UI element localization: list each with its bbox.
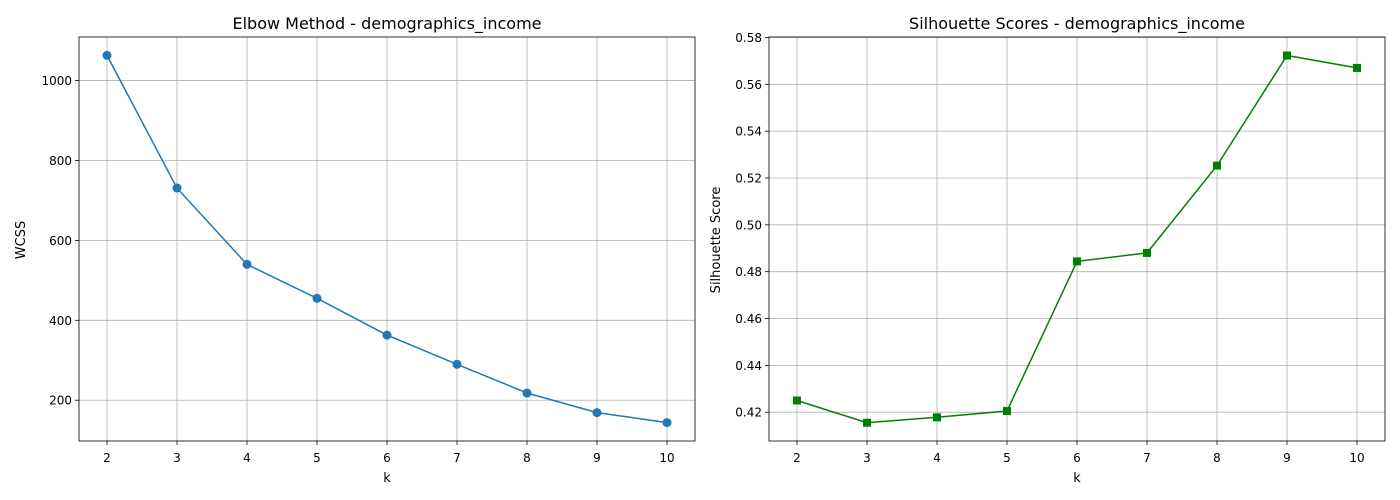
silhouette-data-point (933, 413, 941, 422)
elbow-x-tick-label: 9 (593, 451, 601, 465)
elbow-x-tick-label: 5 (313, 451, 321, 465)
elbow-data-point (592, 408, 602, 418)
silhouette-y-tick-label: 0.44 (735, 359, 762, 373)
silhouette-y-tick-label: 0.52 (735, 171, 762, 185)
elbow-y-tick-label: 200 (49, 394, 72, 408)
elbow-x-tick-label: 8 (523, 451, 531, 465)
silhouette-y-tick-label: 0.42 (735, 406, 762, 420)
elbow-x-axis-label: k (383, 471, 391, 486)
silhouette-y-tick-label: 0.54 (735, 125, 762, 139)
silhouette-plot-frame (768, 36, 1386, 442)
silhouette-x-tick-label: 2 (793, 451, 801, 465)
silhouette-data-point (1213, 161, 1221, 170)
silhouette-data-point (793, 396, 801, 405)
elbow-x-tick-label: 7 (453, 451, 461, 465)
silhouette-data-point (1353, 63, 1361, 72)
elbow-x-tick-label: 6 (383, 451, 391, 465)
elbow-chart: Elbow Method - demographics_income k WCS… (14, 14, 696, 486)
silhouette-x-tick-label: 4 (933, 451, 941, 465)
elbow-x-tick-label: 2 (103, 451, 111, 465)
elbow-y-axis-label: WCSS (14, 221, 29, 259)
elbow-y-tick-label: 800 (49, 154, 72, 168)
elbow-data-point (242, 259, 252, 269)
elbow-y-tick-label: 400 (49, 314, 72, 328)
elbow-x-tick-label: 4 (243, 451, 251, 465)
silhouette-data-point (1003, 407, 1011, 416)
elbow-x-tick-label: 10 (659, 451, 674, 465)
elbow-plot-frame (78, 36, 696, 442)
silhouette-y-axis-label: Silhouette Score (709, 187, 724, 294)
silhouette-y-tick-label: 0.56 (735, 78, 762, 92)
silhouette-chart: Silhouette Scores - demographics_income … (709, 14, 1386, 486)
silhouette-y-tick-label: 0.46 (735, 312, 762, 326)
elbow-data-point (522, 388, 532, 398)
elbow-data-point (172, 183, 182, 193)
silhouette-data-point (1283, 51, 1291, 60)
silhouette-x-tick-label: 5 (1003, 451, 1011, 465)
silhouette-chart-title: Silhouette Scores - demographics_income (909, 14, 1245, 34)
elbow-y-tick-label: 1000 (41, 74, 72, 88)
silhouette-x-tick-label: 7 (1143, 451, 1151, 465)
elbow-data-point (662, 418, 672, 428)
silhouette-x-axis-label: k (1073, 471, 1081, 486)
silhouette-x-tick-label: 10 (1349, 451, 1364, 465)
silhouette-y-tick-label: 0.58 (735, 31, 762, 45)
elbow-x-tick-label: 3 (173, 451, 181, 465)
elbow-chart-title: Elbow Method - demographics_income (232, 14, 541, 34)
elbow-data-point (452, 359, 462, 369)
silhouette-x-tick-label: 8 (1213, 451, 1221, 465)
silhouette-y-tick-label: 0.48 (735, 265, 762, 279)
silhouette-data-point (1143, 248, 1151, 257)
silhouette-y-tick-label: 0.50 (735, 218, 762, 232)
silhouette-x-tick-label: 3 (863, 451, 871, 465)
elbow-data-point (312, 293, 322, 303)
silhouette-data-point (1073, 257, 1081, 266)
silhouette-x-tick-label: 9 (1283, 451, 1291, 465)
silhouette-x-tick-label: 6 (1073, 451, 1081, 465)
elbow-y-tick-label: 600 (49, 234, 72, 248)
silhouette-data-point (863, 418, 871, 427)
elbow-data-point (382, 330, 392, 340)
elbow-data-point (102, 50, 112, 60)
